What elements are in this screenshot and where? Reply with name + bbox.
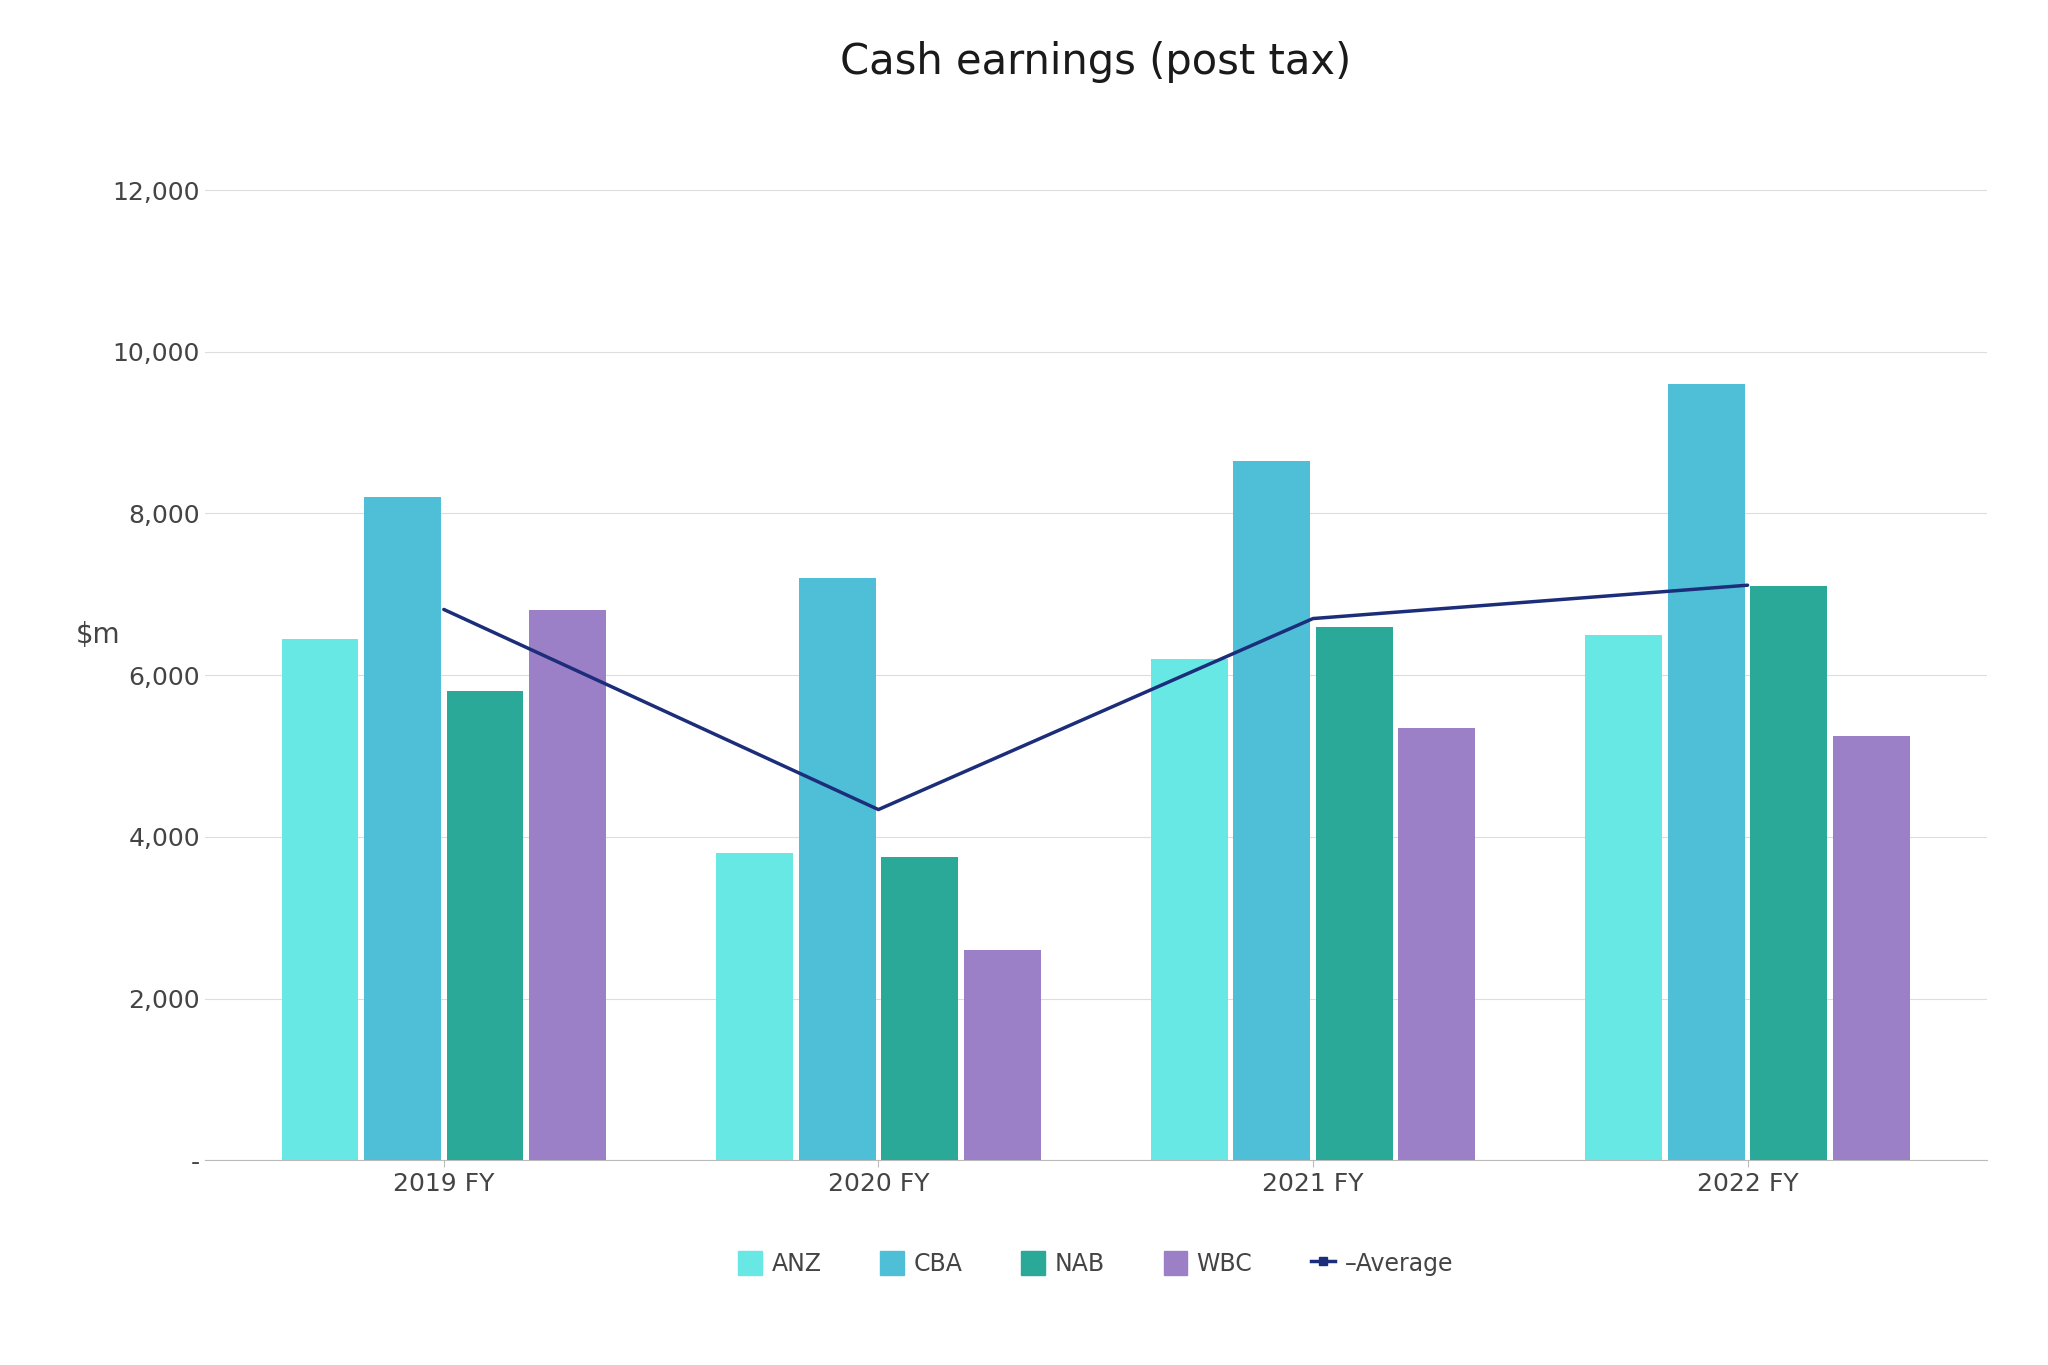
Bar [717, 853, 793, 1160]
Bar [881, 857, 958, 1160]
Bar [1667, 384, 1745, 1160]
Y-axis label: $m: $m [76, 621, 121, 648]
Bar [528, 610, 606, 1160]
Bar [281, 639, 358, 1160]
Bar [365, 497, 440, 1160]
Title: Cash earnings (post tax): Cash earnings (post tax) [840, 41, 1352, 83]
Bar [446, 691, 524, 1160]
Bar [965, 950, 1040, 1160]
Bar [1151, 659, 1227, 1160]
Bar [1585, 635, 1663, 1160]
Bar [1399, 728, 1475, 1160]
Bar [799, 579, 874, 1160]
Bar [1233, 461, 1311, 1160]
Legend: ANZ, CBA, NAB, WBC, –Average: ANZ, CBA, NAB, WBC, –Average [729, 1241, 1462, 1284]
Bar [1833, 736, 1911, 1160]
Bar [1751, 586, 1827, 1160]
Bar [1317, 627, 1393, 1160]
